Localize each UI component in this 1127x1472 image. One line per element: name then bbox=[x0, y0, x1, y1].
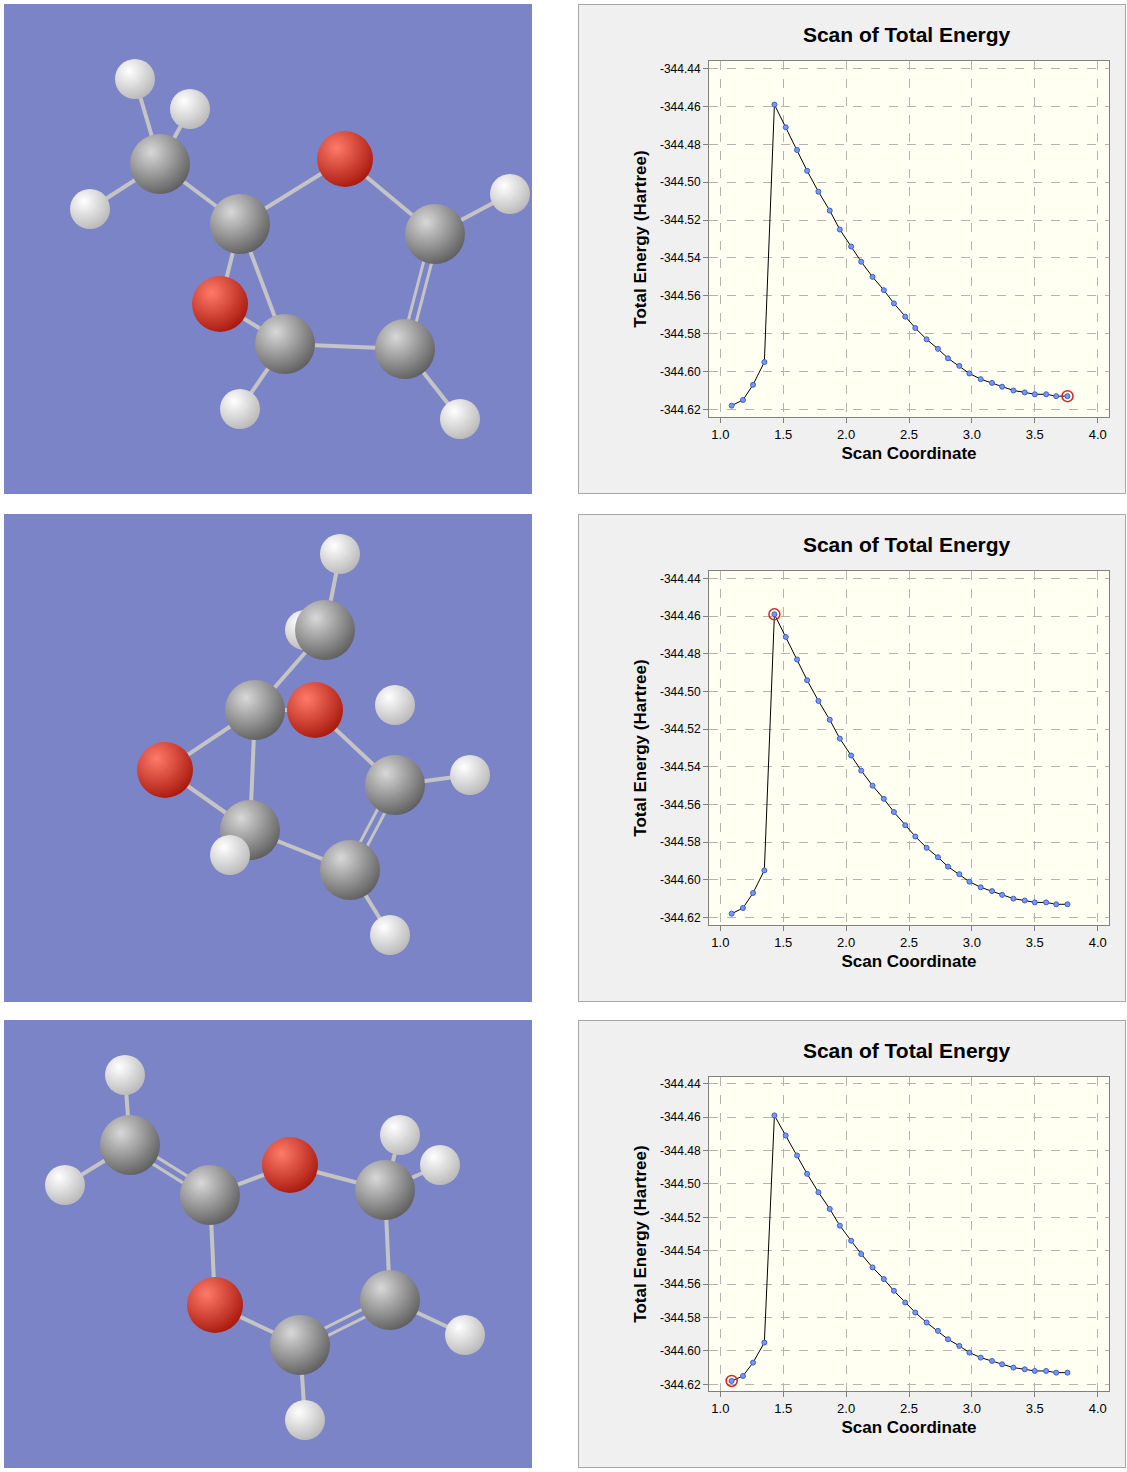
svg-text:3.0: 3.0 bbox=[963, 935, 981, 950]
svg-text:4.0: 4.0 bbox=[1089, 1401, 1107, 1416]
svg-text:-344.54: -344.54 bbox=[660, 1244, 701, 1258]
svg-text:Scan Coordinate: Scan Coordinate bbox=[841, 1418, 976, 1437]
svg-text:1.0: 1.0 bbox=[711, 1401, 729, 1416]
svg-text:-344.58: -344.58 bbox=[660, 1311, 701, 1325]
svg-text:2.0: 2.0 bbox=[837, 935, 855, 950]
svg-text:2.0: 2.0 bbox=[837, 1401, 855, 1416]
svg-text:3.5: 3.5 bbox=[1026, 427, 1044, 442]
svg-text:-344.62: -344.62 bbox=[660, 403, 701, 417]
svg-text:-344.44: -344.44 bbox=[660, 62, 701, 76]
svg-text:4.0: 4.0 bbox=[1089, 427, 1107, 442]
svg-text:-344.44: -344.44 bbox=[660, 1077, 701, 1091]
svg-text:2.5: 2.5 bbox=[900, 1401, 918, 1416]
svg-text:-344.62: -344.62 bbox=[660, 911, 701, 925]
svg-text:-344.60: -344.60 bbox=[660, 365, 701, 379]
svg-text:Scan Coordinate: Scan Coordinate bbox=[841, 952, 976, 971]
svg-text:-344.44: -344.44 bbox=[660, 572, 701, 586]
svg-text:-344.52: -344.52 bbox=[660, 213, 701, 227]
svg-text:-344.60: -344.60 bbox=[660, 873, 701, 887]
svg-text:Scan of Total Energy: Scan of Total Energy bbox=[803, 533, 1011, 556]
svg-text:3.0: 3.0 bbox=[963, 1401, 981, 1416]
svg-text:1.5: 1.5 bbox=[774, 1401, 792, 1416]
svg-text:1.0: 1.0 bbox=[711, 427, 729, 442]
svg-text:-344.46: -344.46 bbox=[660, 1110, 701, 1124]
svg-text:Scan Coordinate: Scan Coordinate bbox=[841, 444, 976, 463]
svg-text:-344.48: -344.48 bbox=[660, 1144, 701, 1158]
svg-text:-344.56: -344.56 bbox=[660, 798, 701, 812]
svg-text:-344.46: -344.46 bbox=[660, 609, 701, 623]
svg-text:3.5: 3.5 bbox=[1026, 935, 1044, 950]
svg-text:1.0: 1.0 bbox=[711, 935, 729, 950]
svg-text:-344.58: -344.58 bbox=[660, 835, 701, 849]
svg-text:-344.54: -344.54 bbox=[660, 760, 701, 774]
svg-text:-344.52: -344.52 bbox=[660, 1211, 701, 1225]
svg-text:-344.48: -344.48 bbox=[660, 647, 701, 661]
svg-text:Total Energy (Hartree): Total Energy (Hartree) bbox=[631, 1145, 650, 1322]
svg-text:-344.56: -344.56 bbox=[660, 1277, 701, 1291]
svg-text:1.5: 1.5 bbox=[774, 935, 792, 950]
svg-text:1.5: 1.5 bbox=[774, 427, 792, 442]
svg-text:4.0: 4.0 bbox=[1089, 935, 1107, 950]
svg-text:-344.50: -344.50 bbox=[660, 685, 701, 699]
svg-text:2.0: 2.0 bbox=[837, 427, 855, 442]
svg-text:2.5: 2.5 bbox=[900, 935, 918, 950]
svg-text:-344.46: -344.46 bbox=[660, 100, 701, 114]
svg-text:-344.56: -344.56 bbox=[660, 289, 701, 303]
svg-text:Total Energy (Hartree): Total Energy (Hartree) bbox=[631, 150, 650, 327]
svg-text:-344.60: -344.60 bbox=[660, 1344, 701, 1358]
svg-text:3.0: 3.0 bbox=[963, 427, 981, 442]
svg-text:-344.50: -344.50 bbox=[660, 1177, 701, 1191]
svg-text:Total Energy (Hartree): Total Energy (Hartree) bbox=[631, 659, 650, 836]
svg-text:3.5: 3.5 bbox=[1026, 1401, 1044, 1416]
svg-text:Scan of Total Energy: Scan of Total Energy bbox=[803, 1039, 1011, 1062]
svg-text:Scan of Total Energy: Scan of Total Energy bbox=[803, 23, 1011, 46]
svg-text:-344.54: -344.54 bbox=[660, 251, 701, 265]
svg-text:-344.48: -344.48 bbox=[660, 138, 701, 152]
svg-text:-344.50: -344.50 bbox=[660, 175, 701, 189]
svg-text:-344.62: -344.62 bbox=[660, 1378, 701, 1392]
svg-text:2.5: 2.5 bbox=[900, 427, 918, 442]
svg-text:-344.52: -344.52 bbox=[660, 722, 701, 736]
svg-text:-344.58: -344.58 bbox=[660, 327, 701, 341]
